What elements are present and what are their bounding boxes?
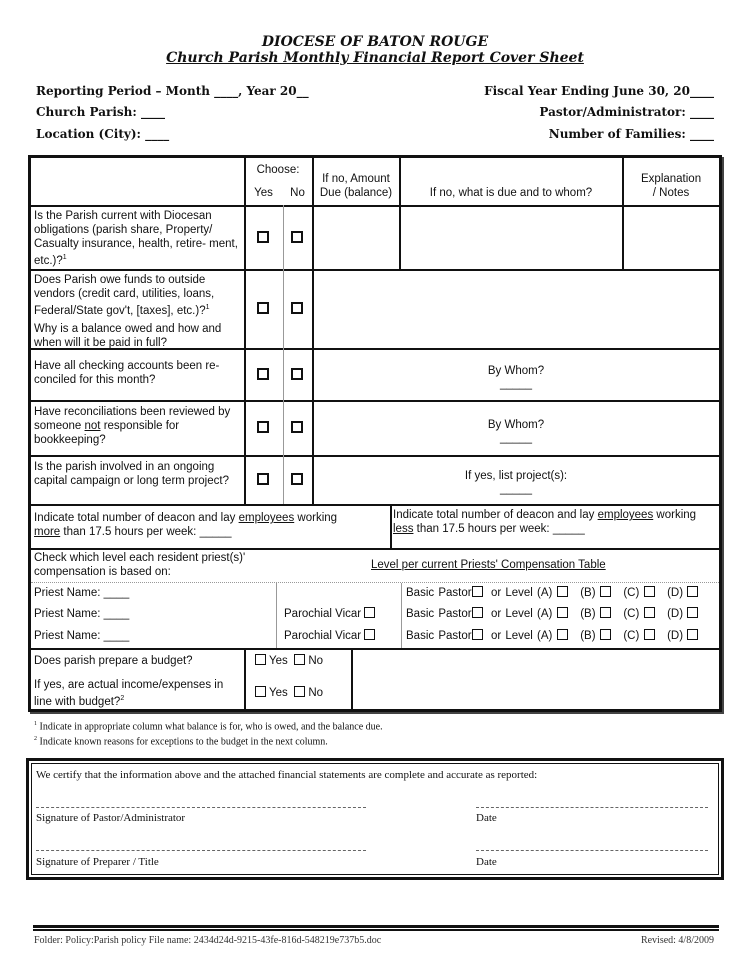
no-checkbox[interactable] [291, 302, 303, 314]
priest-name-field[interactable]: Priest Name: ____ [34, 608, 130, 620]
date-line[interactable] [476, 850, 708, 851]
question-diocesan-obligations: Is the Parish current with Diocesan obli… [34, 210, 238, 267]
by-whom-label: By Whom? [487, 419, 545, 431]
amount-header: If no, Amount Due (balance) [319, 173, 393, 199]
budget-yes-no: Yes No [255, 654, 323, 668]
parochial-vicar-option[interactable]: Parochial Vicar [284, 607, 376, 621]
yes-checkbox[interactable] [257, 302, 269, 314]
page-title: Church Parish Monthly Financial Report C… [166, 50, 584, 66]
basic-pastor-checkbox[interactable] [471, 586, 483, 597]
footer-file: Folder: Policy:Parish policy File name: … [34, 935, 382, 946]
certification-box: We certify that the information above an… [26, 758, 724, 880]
whom-header: If no, what is due and to whom? [429, 187, 593, 199]
yes-checkbox[interactable] [255, 686, 266, 697]
yes-checkbox[interactable] [257, 421, 269, 433]
level-c-checkbox[interactable] [643, 586, 655, 597]
preparer-signature-label: Signature of Preparer / Title [36, 856, 159, 868]
level-b-checkbox[interactable] [599, 629, 611, 640]
level-d-checkbox[interactable] [687, 607, 699, 618]
priest-instruction: Check which level each resident priest(s… [34, 552, 246, 578]
families-field[interactable]: Number of Families: ____ [548, 127, 714, 141]
level-options-row: Basic Pastor or Level (A) (B) (C) (D) [406, 586, 699, 600]
basic-pastor-checkbox[interactable] [471, 629, 483, 640]
pastor-signature-label: Signature of Pastor/Administrator [36, 812, 186, 824]
question-checking-reconciled: Have all checking accounts been re- conc… [34, 360, 220, 386]
date-line[interactable] [476, 807, 708, 808]
level-table-header: Level per current Priests' Compensation … [371, 559, 606, 571]
no-checkbox[interactable] [294, 686, 306, 697]
no-header: No [290, 187, 305, 199]
footer-rule [33, 925, 719, 931]
no-checkbox[interactable] [291, 473, 303, 485]
yes-header: Yes [254, 187, 273, 199]
budget-in-line-question: If yes, are actual income/expenses in li… [34, 679, 224, 708]
level-c-checkbox[interactable] [643, 629, 655, 640]
reporting-period-field[interactable]: Reporting Period – Month ____, Year 20__ [36, 84, 309, 98]
basic-pastor-checkbox[interactable] [471, 607, 483, 618]
question-outside-vendors: Does Parish owe funds to outside vendors… [34, 274, 222, 349]
footnote-2: 2 Indicate known reasons for exceptions … [34, 736, 328, 748]
level-b-checkbox[interactable] [599, 586, 611, 597]
no-checkbox[interactable] [294, 654, 306, 665]
notes-header: Explanation / Notes [641, 173, 702, 199]
yes-checkbox[interactable] [257, 368, 269, 380]
level-d-checkbox[interactable] [687, 629, 699, 640]
yes-checkbox[interactable] [257, 473, 269, 485]
no-checkbox[interactable] [291, 231, 303, 243]
pastor-signature-line[interactable] [36, 807, 366, 808]
level-a-checkbox[interactable] [556, 607, 568, 618]
level-a-checkbox[interactable] [556, 629, 568, 640]
church-parish-field[interactable]: Church Parish: ____ [36, 105, 165, 119]
parochial-vicar-option[interactable]: Parochial Vicar [284, 629, 376, 643]
fiscal-year-field[interactable]: Fiscal Year Ending June 30, 20____ [484, 84, 714, 98]
pastor-field[interactable]: Pastor/Administrator: ____ [539, 105, 714, 119]
priest-name-field[interactable]: Priest Name: ____ [34, 630, 130, 642]
question-reconciliations-reviewed: Have reconciliations been reviewed by so… [34, 406, 231, 446]
by-whom-blank[interactable]: _____ [500, 432, 532, 444]
budget-line-yes-no: Yes No [255, 686, 323, 700]
level-b-checkbox[interactable] [599, 607, 611, 618]
yes-checkbox[interactable] [255, 654, 266, 665]
priest-name-field[interactable]: Priest Name: ____ [34, 587, 130, 599]
org-name: DIOCESE OF BATON ROUGE [261, 34, 489, 50]
level-d-checkbox[interactable] [687, 586, 699, 597]
report-table: Choose: Yes No If no, Amount Due (balanc… [28, 155, 722, 712]
choose-header: Choose: [256, 164, 300, 176]
date-label: Date [476, 856, 497, 868]
checkbox-icon[interactable] [364, 629, 376, 640]
certification-statement: We certify that the information above an… [36, 769, 538, 781]
checkbox-icon[interactable] [364, 607, 376, 618]
level-a-checkbox[interactable] [556, 586, 568, 597]
employees-less-field[interactable]: Indicate total number of deacon and lay … [393, 509, 697, 535]
date-label: Date [476, 812, 497, 824]
list-projects-blank[interactable]: _____ [500, 483, 532, 495]
level-options-row: Basic Pastor or Level (A) (B) (C) (D) [406, 629, 699, 643]
no-checkbox[interactable] [291, 421, 303, 433]
by-whom-blank[interactable]: _____ [500, 378, 532, 390]
preparer-signature-line[interactable] [36, 850, 366, 851]
footnote-1: 1 Indicate in appropriate column what ba… [34, 721, 383, 733]
location-field[interactable]: Location (City): ____ [36, 127, 170, 141]
level-c-checkbox[interactable] [643, 607, 655, 618]
by-whom-label: By Whom? [487, 365, 545, 377]
footer-revised: Revised: 4/8/2009 [640, 935, 714, 946]
question-capital-campaign: Is the parish involved in an ongoing cap… [34, 461, 229, 487]
budget-question: Does parish prepare a budget? [34, 655, 193, 667]
no-checkbox[interactable] [291, 368, 303, 380]
yes-checkbox[interactable] [257, 231, 269, 243]
level-options-row: Basic Pastor or Level (A) (B) (C) (D) [406, 607, 699, 621]
employees-more-field[interactable]: Indicate total number of deacon and lay … [34, 512, 338, 538]
list-projects-label: If yes, list project(s): [464, 470, 568, 482]
